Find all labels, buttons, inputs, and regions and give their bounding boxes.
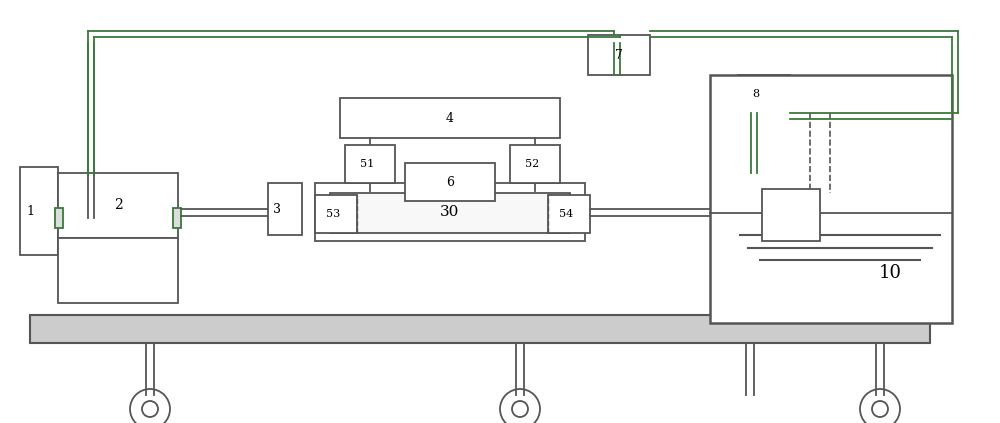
Bar (173, 208, 181, 228)
Text: 3: 3 (273, 203, 281, 215)
Text: 54: 54 (559, 209, 573, 219)
Text: 6: 6 (446, 176, 454, 189)
Bar (762, 189, 820, 241)
Text: 7: 7 (615, 49, 623, 61)
Bar (268, 183, 302, 235)
Bar (20, 167, 58, 255)
Bar (340, 98, 560, 138)
Text: 53: 53 (326, 209, 340, 219)
Bar (55, 208, 63, 228)
Text: 1: 1 (26, 204, 34, 217)
Bar (738, 75, 790, 113)
Text: 30: 30 (440, 205, 460, 219)
Bar (548, 195, 590, 233)
Bar (510, 145, 560, 183)
Bar (315, 183, 585, 241)
Bar (58, 238, 178, 303)
Bar (710, 75, 952, 323)
Bar (30, 315, 930, 343)
Text: 10: 10 (879, 264, 902, 282)
Bar (58, 173, 178, 238)
Text: 52: 52 (525, 159, 539, 169)
Bar (345, 145, 395, 183)
Bar (315, 195, 357, 233)
Text: 2: 2 (114, 198, 122, 212)
Text: 8: 8 (752, 89, 760, 99)
Bar (330, 193, 570, 233)
Bar (588, 35, 650, 75)
Text: 4: 4 (446, 112, 454, 124)
Text: 51: 51 (360, 159, 374, 169)
Bar (405, 163, 495, 201)
